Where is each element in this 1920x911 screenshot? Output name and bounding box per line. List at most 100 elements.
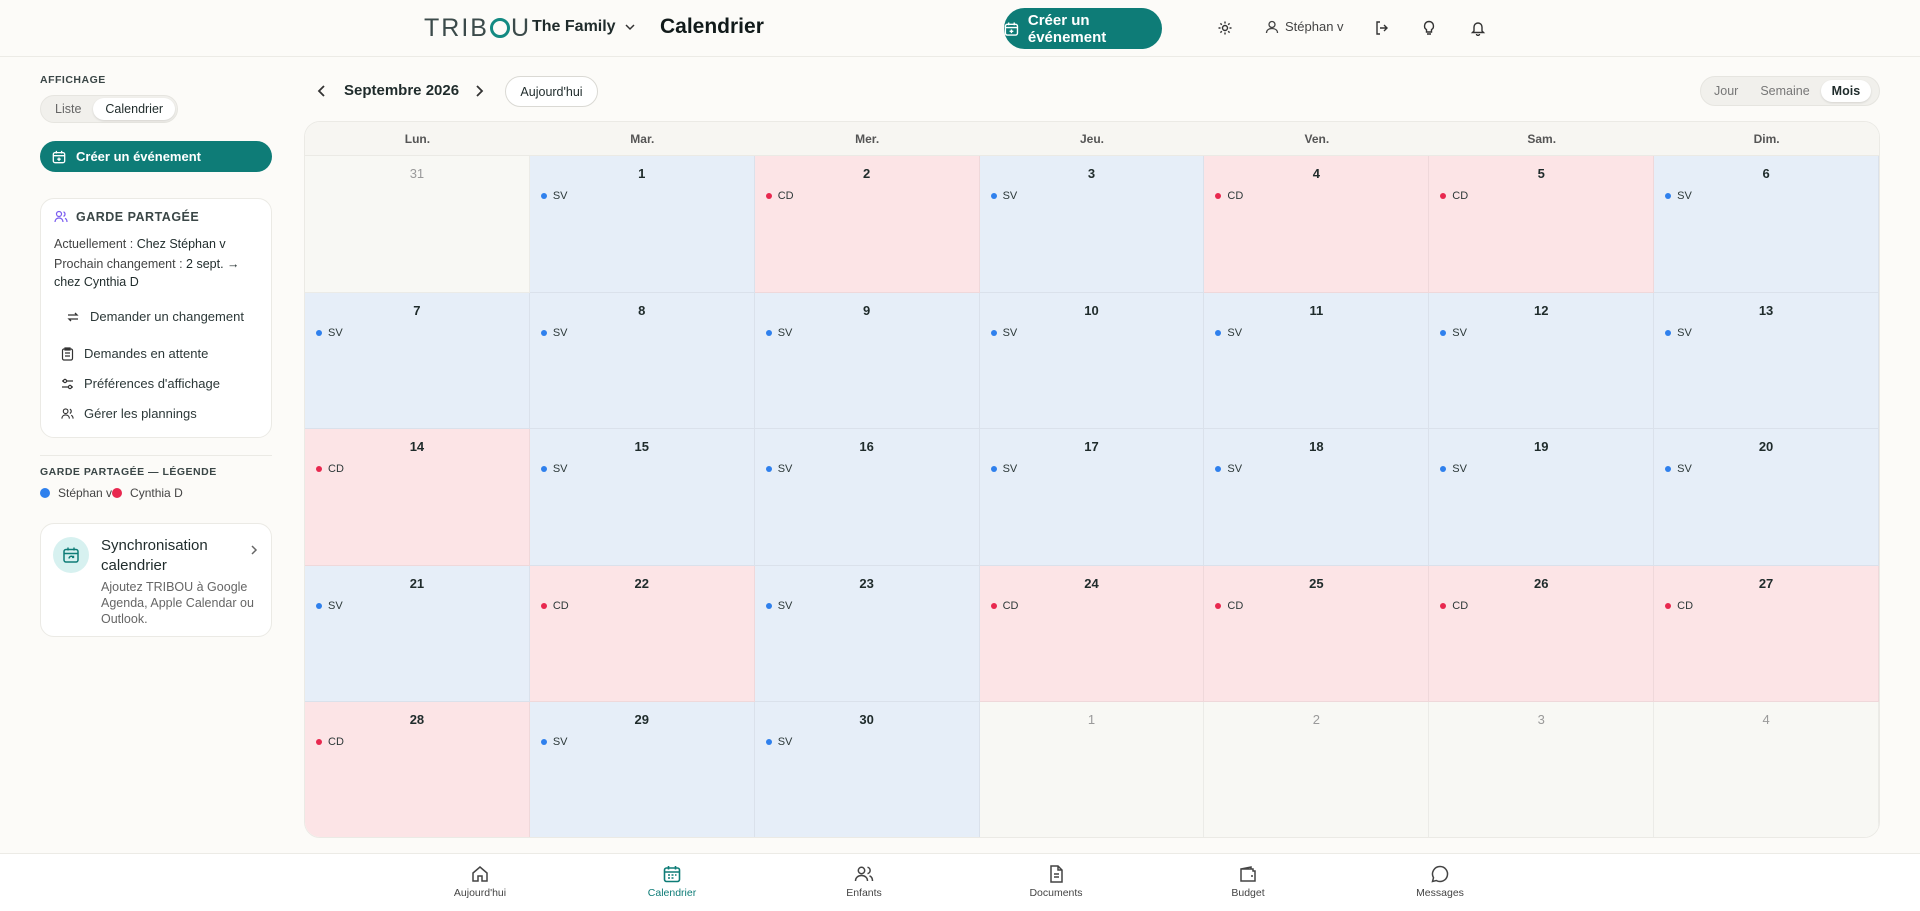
calendar-day-cell[interactable]: 14 CD xyxy=(305,429,530,566)
custody-event[interactable]: SV xyxy=(990,327,1017,339)
custody-event[interactable]: SV xyxy=(540,326,568,339)
view-week[interactable]: Semaine xyxy=(1760,84,1810,98)
calendar-day-cell[interactable]: 26 CD xyxy=(1429,565,1655,703)
custody-event[interactable]: SV xyxy=(990,190,1017,202)
calendar-day-cell[interactable]: 1 SV xyxy=(529,156,755,293)
calendar-day-cell[interactable]: 8 SV xyxy=(529,292,755,430)
nav-messages[interactable]: Messages xyxy=(1390,864,1490,899)
custody-event[interactable]: CD xyxy=(990,600,1018,612)
calendar-day-cell[interactable]: 7 SV xyxy=(305,292,530,430)
settings-gear-icon[interactable] xyxy=(1214,17,1236,39)
lightbulb-icon[interactable] xyxy=(1418,17,1440,39)
custody-event[interactable]: SV xyxy=(765,327,792,339)
custody-event[interactable]: CD xyxy=(316,736,344,748)
custody-event[interactable]: SV xyxy=(540,736,568,748)
calendar-day-cell[interactable]: 10 SV xyxy=(979,292,1205,430)
calendar-day-cell[interactable]: 13 SV xyxy=(1654,292,1879,430)
calendar-day-cell[interactable]: 24 CD xyxy=(979,565,1205,703)
calendar-day-cell[interactable]: 25 CD xyxy=(1204,565,1430,703)
calendar-day-cell[interactable]: 4 CD xyxy=(1204,156,1430,293)
custody-event[interactable]: CD xyxy=(540,600,569,612)
calendar-day-cell[interactable]: 2 xyxy=(1204,702,1430,837)
nav-today[interactable]: Aujourd'hui xyxy=(430,864,530,899)
custody-dot xyxy=(1665,602,1672,609)
custody-event[interactable]: SV xyxy=(540,463,568,475)
calendar-sync-icon xyxy=(53,537,89,573)
manage-plannings-link[interactable]: Gérer les plannings xyxy=(61,406,197,421)
custody-event[interactable]: SV xyxy=(316,327,343,339)
calendar-day-cell[interactable]: 11 SV xyxy=(1204,292,1430,430)
custody-event[interactable]: SV xyxy=(1440,327,1467,339)
calendar-day-cell[interactable]: 20 SV xyxy=(1654,429,1879,566)
calendar-day-cell[interactable]: 29 SV xyxy=(529,702,755,837)
calendar-day-cell[interactable]: 19 SV xyxy=(1429,429,1655,566)
tribou-logo[interactable]: TRIB U xyxy=(424,14,532,42)
view-day[interactable]: Jour xyxy=(1714,84,1739,98)
custody-event[interactable]: SV xyxy=(990,463,1017,475)
custody-event[interactable]: SV xyxy=(1665,463,1692,475)
custody-event[interactable]: SV xyxy=(1215,327,1242,339)
bell-icon[interactable] xyxy=(1467,17,1489,39)
custody-code: SV xyxy=(552,326,568,339)
logout-icon[interactable] xyxy=(1371,17,1393,39)
calendar-day-cell[interactable]: 17 SV xyxy=(979,429,1205,566)
custody-event[interactable]: SV xyxy=(1665,190,1692,202)
day-number: 13 xyxy=(1758,302,1774,318)
custody-event[interactable]: SV xyxy=(540,190,568,202)
day-number: 27 xyxy=(1758,575,1774,591)
calendar-day-cell[interactable]: 23 SV xyxy=(754,565,980,703)
toggle-calendar[interactable]: Calendrier xyxy=(93,98,176,120)
day-number: 25 xyxy=(1309,575,1324,591)
weekday-header: Lun. Mar. Mer. Jeu. Ven. Sam. Dim. xyxy=(305,122,1879,156)
nav-documents[interactable]: Documents xyxy=(1006,864,1106,899)
calendar-day-cell[interactable]: 1 xyxy=(979,702,1205,837)
custody-event[interactable]: CD xyxy=(765,190,794,202)
custody-event[interactable]: CD xyxy=(1440,190,1468,202)
sidebar-create-event-button[interactable]: Créer un événement xyxy=(40,141,272,172)
display-preferences-link[interactable]: Préférences d'affichage xyxy=(61,376,220,391)
pending-requests-link[interactable]: Demandes en attente xyxy=(61,346,208,361)
calendar-day-cell[interactable]: 6 SV xyxy=(1654,156,1879,293)
custody-event[interactable]: SV xyxy=(1215,463,1242,475)
custody-event[interactable]: CD xyxy=(316,463,344,475)
calendar-day-cell[interactable]: 15 SV xyxy=(529,429,755,566)
create-event-button[interactable]: Créer un événement xyxy=(1004,8,1162,49)
custody-event[interactable]: CD xyxy=(1215,600,1243,612)
custody-event[interactable]: SV xyxy=(765,463,792,475)
calendar-day-cell[interactable]: 12 SV xyxy=(1429,292,1655,430)
nav-calendar[interactable]: Calendrier xyxy=(622,864,722,899)
request-change-button[interactable]: Demander un changement xyxy=(66,309,244,324)
custody-event[interactable]: CD xyxy=(1215,190,1243,202)
custody-event[interactable]: CD xyxy=(1665,600,1693,612)
calendar-day-cell[interactable]: 22 CD xyxy=(529,565,755,703)
calendar-day-cell[interactable]: 3 xyxy=(1429,702,1655,837)
toggle-list[interactable]: Liste xyxy=(55,102,82,116)
next-month-icon[interactable] xyxy=(473,83,485,99)
user-menu[interactable]: Stéphan v xyxy=(1265,19,1344,34)
calendar-day-cell[interactable]: 21 SV xyxy=(305,565,530,703)
calendar-sync-card[interactable]: Synchronisation calendrier Ajoutez TRIBO… xyxy=(40,523,272,637)
view-month[interactable]: Mois xyxy=(1820,80,1872,102)
calendar-day-cell[interactable]: 3 SV xyxy=(979,156,1205,293)
calendar-day-cell[interactable]: 2 CD xyxy=(754,156,980,293)
calendar-day-cell[interactable]: 30 SV xyxy=(754,702,980,837)
calendar-day-cell[interactable]: 16 SV xyxy=(754,429,980,566)
nav-children[interactable]: Enfants xyxy=(814,864,914,899)
today-button[interactable]: Aujourd'hui xyxy=(505,76,598,107)
calendar-day-cell[interactable]: 4 xyxy=(1654,702,1879,837)
calendar-day-cell[interactable]: 9 SV xyxy=(754,292,980,430)
custody-event[interactable]: SV xyxy=(765,736,792,748)
calendar-day-cell[interactable]: 31 xyxy=(305,156,530,293)
custody-event[interactable]: SV xyxy=(1440,463,1467,475)
calendar-day-cell[interactable]: 28 CD xyxy=(305,702,530,837)
calendar-day-cell[interactable]: 27 CD xyxy=(1654,565,1879,703)
custody-event[interactable]: SV xyxy=(1665,327,1692,339)
nav-budget[interactable]: Budget xyxy=(1198,864,1298,899)
calendar-day-cell[interactable]: 5 CD xyxy=(1429,156,1655,293)
custody-event[interactable]: SV xyxy=(316,600,343,612)
family-selector[interactable]: The Family xyxy=(532,18,636,36)
prev-month-icon[interactable] xyxy=(316,83,328,99)
calendar-day-cell[interactable]: 18 SV xyxy=(1204,429,1430,566)
custody-event[interactable]: SV xyxy=(765,600,792,612)
custody-event[interactable]: CD xyxy=(1440,600,1468,612)
